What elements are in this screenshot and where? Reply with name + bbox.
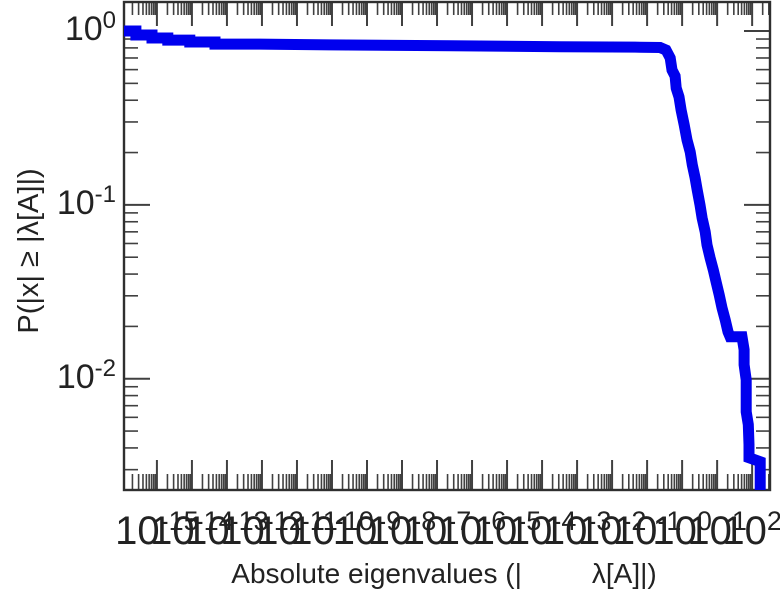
- x-tick-label: 10-7: [402, 506, 472, 553]
- y-tick-label: 10-1: [56, 180, 116, 222]
- x-tick-label: 10-9: [332, 506, 402, 553]
- x-tick-label: 10-1: [612, 506, 682, 553]
- axes-frame: [122, 0, 772, 492]
- x-tick-label: 10-2: [577, 506, 647, 553]
- x-tick-label: 10-14: [150, 506, 234, 553]
- x-tick-label: 10-3: [542, 506, 612, 553]
- x-tick-label: 10-10: [290, 506, 374, 553]
- x-tick-label: 10-5: [472, 506, 542, 553]
- x-tick-label: 10-12: [220, 506, 304, 553]
- x-tick-label: 102: [722, 506, 780, 553]
- x-tick-label: 10-11: [256, 506, 338, 553]
- y-tick-label: 100: [64, 7, 116, 48]
- y-axis-title: P(|x| ≥ |λ[A]|): [13, 168, 46, 334]
- ccdf-curve: [124, 25, 766, 490]
- x-tick-label: 100: [652, 506, 712, 553]
- x-tick-label: 10-6: [437, 506, 507, 553]
- y-tick-label: 10-2: [56, 354, 116, 396]
- x-tick-label: 10-15: [115, 506, 199, 553]
- x-tick-label: 10-4: [507, 506, 577, 553]
- x-tick-label: 10-13: [185, 506, 269, 553]
- x-tick-label: 101: [687, 506, 747, 553]
- x-axis-title: Absolute eigenvalues (| λ[A]|): [231, 558, 657, 589]
- x-tick-label: 10-8: [367, 506, 437, 553]
